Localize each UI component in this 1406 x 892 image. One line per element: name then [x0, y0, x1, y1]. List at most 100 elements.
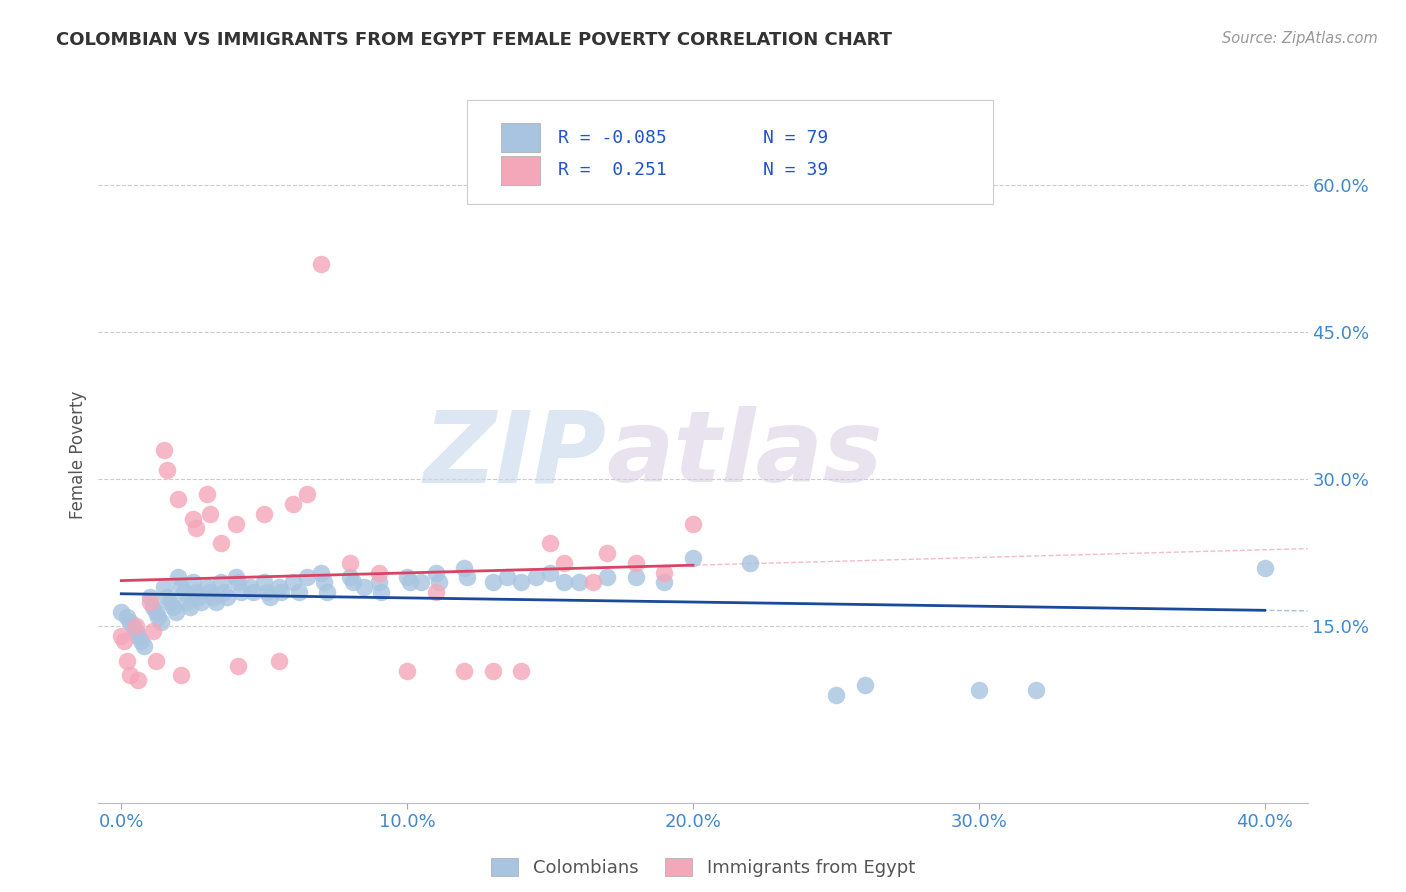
Point [121, 619, 143, 633]
Point [367, 566, 389, 580]
Point [190, 595, 212, 609]
Point [553, 575, 575, 590]
Point [115, 654, 138, 668]
Point [367, 575, 389, 590]
Bar [501, 156, 540, 185]
Point [427, 575, 450, 590]
Point [115, 609, 138, 624]
Point [145, 654, 167, 668]
Point [553, 556, 575, 570]
Point [295, 570, 318, 584]
Point [198, 585, 221, 599]
Point [267, 580, 290, 594]
Point [165, 605, 187, 619]
Point [287, 585, 309, 599]
Point [150, 615, 173, 629]
Point [134, 639, 156, 653]
Point [212, 585, 235, 599]
Text: atlas: atlas [606, 407, 883, 503]
Point [187, 590, 209, 604]
Point [167, 491, 190, 506]
Point [153, 580, 176, 594]
Point [370, 585, 392, 599]
Point [176, 595, 198, 609]
Point [524, 570, 547, 584]
Point [239, 580, 262, 594]
Point [456, 570, 478, 584]
Point [425, 585, 447, 599]
Point [110, 605, 132, 619]
Point [825, 688, 848, 702]
Point [142, 599, 165, 614]
Point [209, 536, 232, 550]
Point [568, 575, 591, 590]
Point [156, 590, 179, 604]
Point [682, 516, 704, 531]
Text: Source: ZipAtlas.com: Source: ZipAtlas.com [1222, 31, 1378, 46]
Point [145, 605, 167, 619]
Point [129, 634, 152, 648]
Point [654, 566, 676, 580]
Point [425, 566, 447, 580]
Point [582, 575, 605, 590]
Point [596, 570, 619, 584]
Point [267, 654, 290, 668]
Point [127, 629, 149, 643]
Point [225, 570, 247, 584]
Point [482, 664, 505, 678]
Point [270, 585, 292, 599]
Point [139, 595, 162, 609]
Point [242, 585, 264, 599]
Text: R =  0.251: R = 0.251 [558, 161, 666, 179]
Point [112, 634, 135, 648]
Point [967, 683, 990, 698]
Point [510, 575, 533, 590]
Point [510, 664, 533, 678]
Point [184, 521, 207, 535]
Text: COLOMBIAN VS IMMIGRANTS FROM EGYPT FEMALE POVERTY CORRELATION CHART: COLOMBIAN VS IMMIGRANTS FROM EGYPT FEMAL… [56, 31, 893, 49]
FancyBboxPatch shape [467, 100, 993, 204]
Point [215, 590, 238, 604]
Point [453, 664, 475, 678]
Point [311, 257, 333, 271]
Point [124, 624, 146, 639]
Point [482, 575, 505, 590]
Point [198, 507, 221, 521]
Point [184, 585, 207, 599]
Point [314, 575, 336, 590]
Point [342, 575, 364, 590]
Point [339, 570, 361, 584]
Point [110, 629, 132, 643]
Point [195, 487, 218, 501]
Point [281, 575, 304, 590]
Point [396, 570, 419, 584]
Point [124, 619, 146, 633]
Point [399, 575, 422, 590]
Point [118, 668, 141, 682]
Point [179, 599, 201, 614]
Point [353, 580, 375, 594]
Point [228, 575, 250, 590]
Point [156, 462, 179, 476]
Point [281, 497, 304, 511]
Bar [501, 123, 540, 153]
Point [624, 556, 647, 570]
Point [396, 664, 419, 678]
Point [453, 560, 475, 574]
Point [195, 580, 218, 594]
Point [1025, 683, 1047, 698]
Text: N = 79: N = 79 [763, 128, 828, 147]
Point [654, 575, 676, 590]
Point [127, 673, 149, 688]
Point [181, 511, 204, 525]
Point [225, 516, 247, 531]
Point [148, 609, 170, 624]
Point [231, 585, 253, 599]
Point [170, 580, 193, 594]
Point [259, 590, 281, 604]
Point [181, 575, 204, 590]
Point [316, 585, 339, 599]
Point [682, 550, 704, 565]
Text: R = -0.085: R = -0.085 [558, 128, 666, 147]
Point [853, 678, 876, 692]
